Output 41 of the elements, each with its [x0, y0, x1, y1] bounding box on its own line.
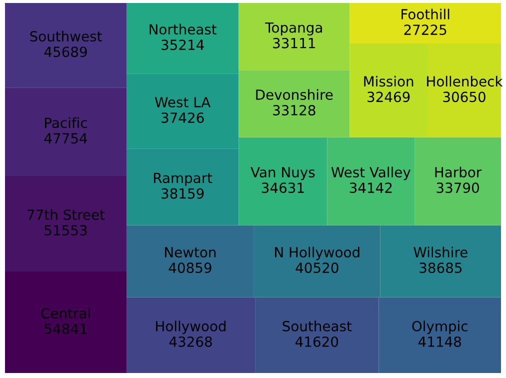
- category-label: Southwest: [30, 30, 102, 42]
- category-label: Northeast: [150, 24, 217, 35]
- data-label: 34631: [262, 182, 304, 194]
- data-label: 54841: [44, 324, 87, 334]
- category-label: Central: [41, 308, 90, 318]
- data-label: 34142: [350, 182, 392, 194]
- data-label: 40520: [296, 262, 338, 274]
- category-label: Harbor: [435, 166, 482, 178]
- data-label: 38159: [162, 188, 204, 199]
- data-label: 33128: [273, 104, 316, 116]
- category-label: Van Nuys: [250, 167, 315, 180]
- category-label: Olympic: [412, 320, 468, 334]
- category-label: Southeast: [282, 320, 352, 332]
- data-label: 27225: [404, 24, 446, 36]
- category-label: Wilshire: [414, 246, 468, 258]
- category-label: Devonshire: [256, 89, 333, 100]
- data-label: 47754: [44, 133, 88, 144]
- data-label: 40859: [168, 262, 212, 274]
- data-label: 37426: [162, 112, 204, 123]
- category-label: Pacific: [45, 117, 87, 128]
- data-label: 38685: [420, 262, 462, 274]
- category-label: N Hollywood: [275, 246, 360, 260]
- data-label: 41148: [418, 336, 462, 347]
- data-label: 30650: [443, 92, 486, 102]
- data-label: 41620: [295, 336, 338, 347]
- data-label: 35214: [162, 40, 204, 50]
- category-label: West LA: [154, 97, 211, 108]
- category-label: West Valley: [331, 166, 410, 180]
- category-label: Foothill: [402, 8, 450, 20]
- data-label: 32469: [368, 92, 410, 102]
- category-label: Mission: [364, 76, 414, 87]
- data-label: 51553: [44, 225, 87, 236]
- category-label: Newton: [165, 247, 216, 258]
- category-label: 77th Street: [28, 209, 105, 220]
- data-label: 43268: [169, 336, 212, 347]
- category-label: Hollywood: [156, 320, 226, 334]
- category-label: Topanga: [265, 22, 322, 36]
- data-label: 33790: [436, 182, 479, 194]
- data-label: 33111: [273, 38, 315, 48]
- category-label: Rampart: [154, 172, 212, 186]
- data-label: 45689: [44, 46, 87, 58]
